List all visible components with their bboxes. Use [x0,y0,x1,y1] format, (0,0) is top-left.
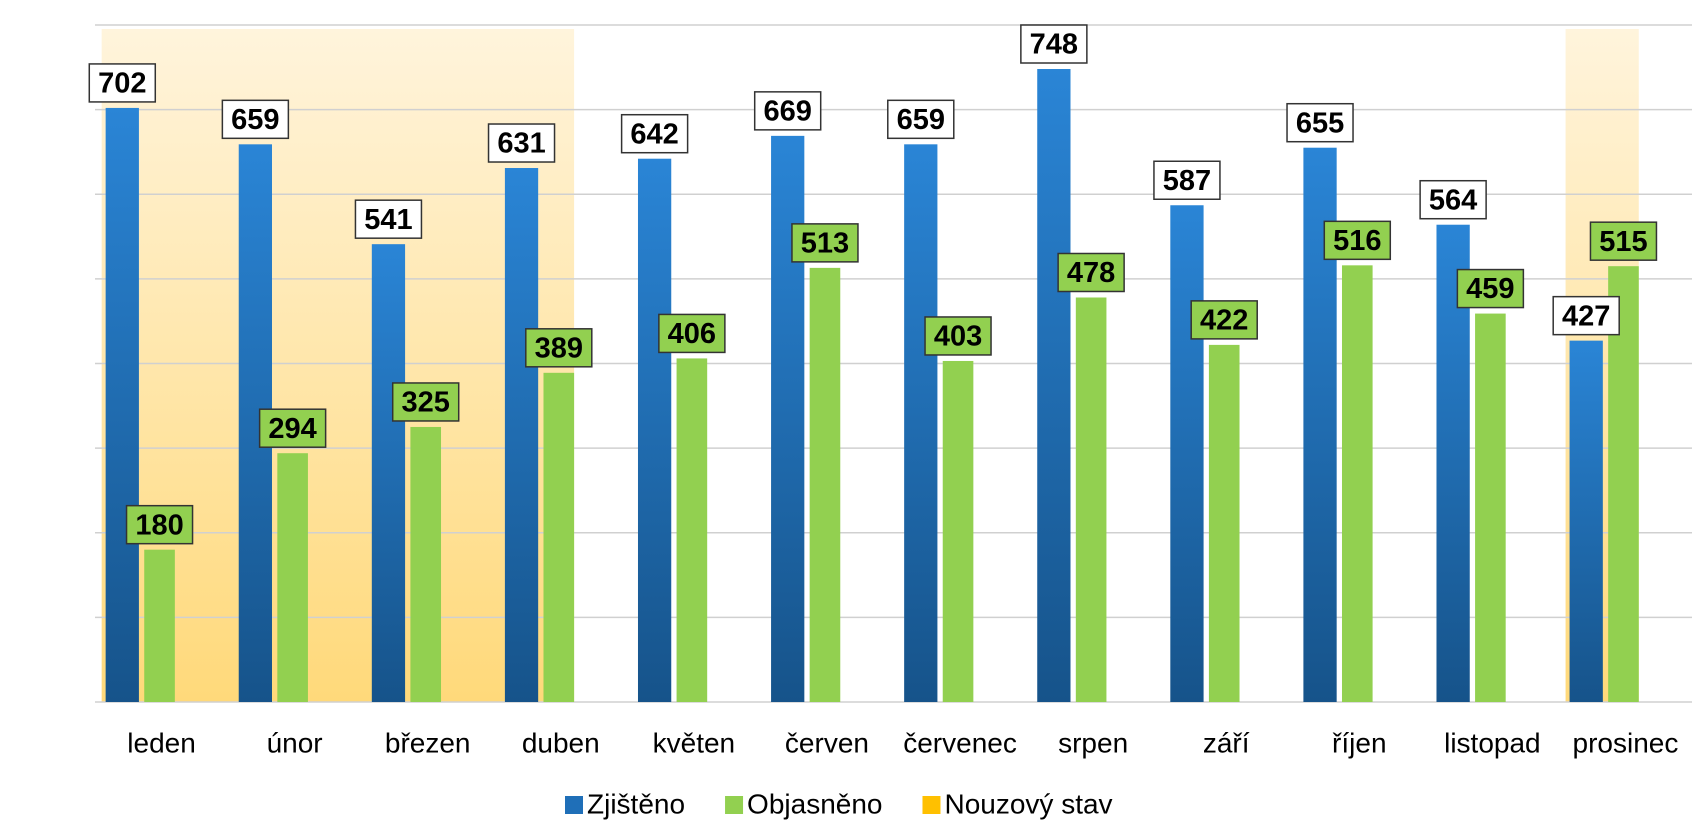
data-label-box [887,99,955,140]
bar [904,144,938,703]
data-label-box [658,313,726,354]
data-label: 631 [497,128,545,160]
legend-swatch [725,796,744,814]
data-label-box [791,223,859,263]
legend-swatch [922,796,941,814]
data-label: 702 [98,68,146,100]
data-label-box [221,99,290,140]
x-tick-label: květen [653,727,736,758]
data-label-box [620,113,689,154]
legend-label: Objasněno [747,788,882,819]
data-label-box [525,328,593,368]
bar [1037,69,1071,702]
data-label: 406 [668,318,716,350]
bar [809,267,841,702]
data-label-box [125,504,194,545]
data-label-box [354,199,423,239]
x-tick-label: březen [385,727,471,758]
data-label: 655 [1296,107,1344,139]
bar [105,107,139,703]
data-label: 541 [364,204,412,236]
data-label-box [88,63,157,103]
data-label: 389 [535,332,583,364]
x-tick-label: duben [522,727,600,758]
data-label-box [487,123,556,163]
data-label-box [753,91,822,131]
data-label: 478 [1067,257,1115,289]
data-label-box [1153,160,1221,201]
data-label: 180 [135,509,183,541]
bar [371,244,406,702]
data-label: 564 [1429,184,1477,216]
data-label-box [1020,24,1088,64]
x-tick-label: leden [127,727,196,758]
data-label: 587 [1163,165,1211,197]
data-label: 513 [801,228,849,260]
data-label-box [1286,102,1354,143]
data-label: 748 [1030,29,1078,61]
bar [1341,265,1373,702]
x-tick-label: říjen [1332,727,1386,758]
data-label-box [1589,221,1658,261]
bar [637,158,672,702]
data-label: 642 [630,118,678,150]
data-label: 294 [268,413,316,445]
data-label-box [1190,300,1258,340]
data-label: 325 [402,387,450,419]
data-label: 659 [897,104,945,136]
bar [771,135,805,702]
data-label: 403 [934,321,982,353]
legend-swatch [565,796,583,814]
data-label-box [1419,179,1487,220]
x-tick-label: červenec [903,727,1017,758]
data-label: 659 [231,104,279,136]
x-tick-label: září [1203,727,1250,758]
bar [676,358,708,702]
x-tick-label: srpen [1058,727,1128,758]
data-label-box [1323,220,1392,261]
bar [1608,266,1639,702]
data-label: 459 [1466,273,1514,305]
x-tick-label: prosinec [1573,727,1679,758]
bar [942,360,974,702]
x-tick-label: červen [785,727,869,758]
bar [1475,313,1506,702]
data-label: 422 [1200,305,1248,337]
bar [1208,344,1240,702]
bar [1569,340,1603,702]
bar [144,549,175,702]
bar [1075,297,1107,702]
data-label-box [258,408,327,448]
x-tick-label: únor [267,727,323,758]
data-label-box [1057,252,1125,293]
bar [410,426,442,702]
data-label: 669 [764,96,812,128]
bar [543,372,575,702]
data-label: 515 [1599,226,1647,258]
bar [277,453,308,702]
data-label-box [1552,295,1620,336]
legend-label: Zjištěno [587,788,685,819]
bar [1170,205,1204,702]
data-label: 516 [1333,225,1381,257]
bar [504,168,539,703]
data-label-box [924,316,992,356]
data-label-box [391,382,460,422]
x-tick-label: listopad [1444,727,1541,758]
data-label: 427 [1562,300,1610,332]
legend-label: Nouzový stav [944,788,1112,819]
data-label-box [1456,268,1525,309]
